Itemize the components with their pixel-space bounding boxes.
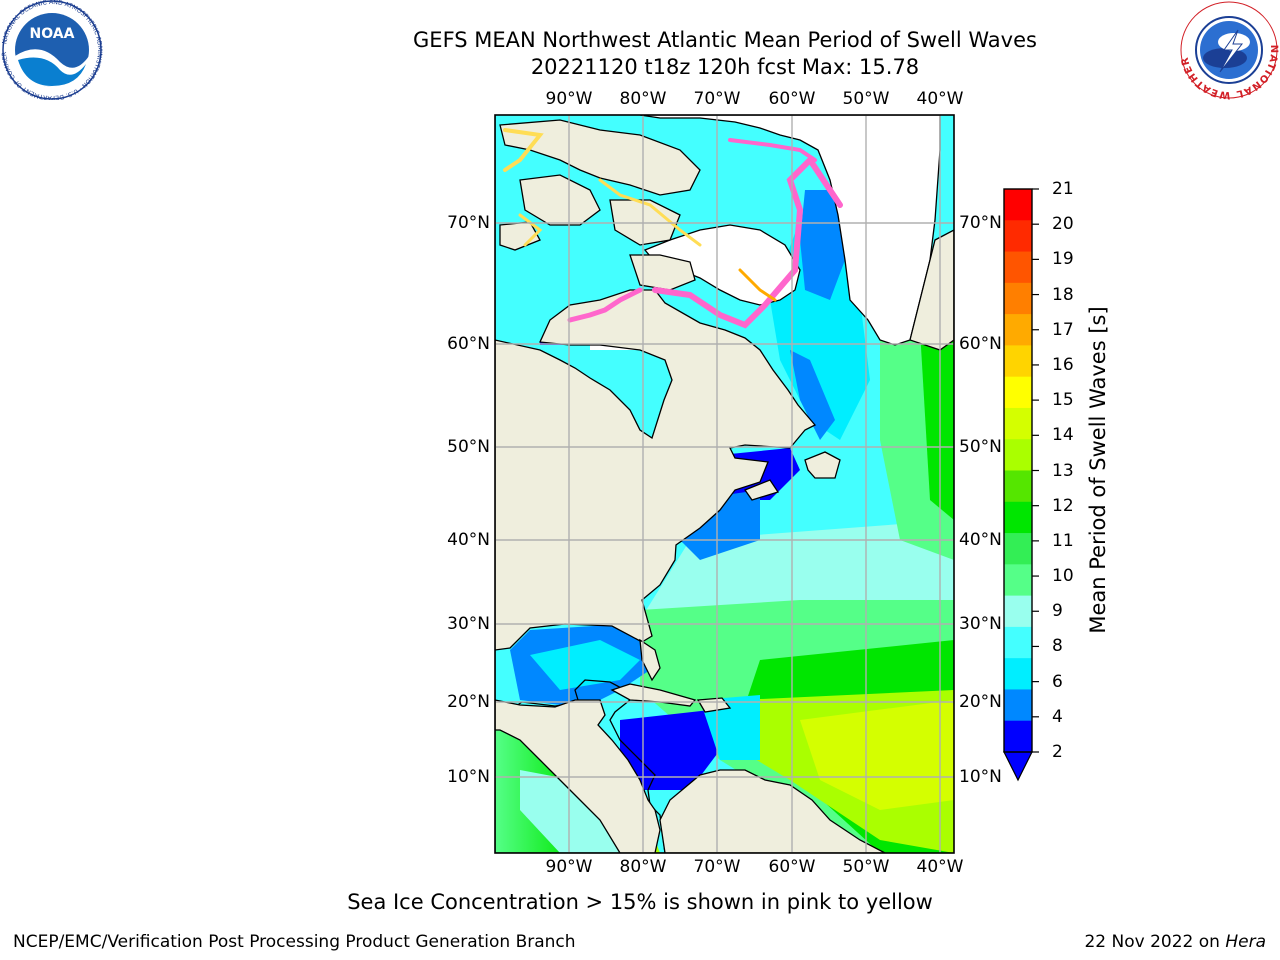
colorbar-tick-label: 21 [1052, 179, 1074, 199]
colorbar-bin [1004, 407, 1032, 440]
colorbar-tick-label: 16 [1052, 354, 1074, 375]
land [495, 115, 954, 853]
colorbar-tick-label: 12 [1052, 495, 1074, 516]
colorbar-tick-label: 18 [1052, 284, 1074, 305]
lat-label-right: 10°N [959, 767, 1002, 787]
colorbar-bin [1004, 564, 1032, 597]
lat-label-right: 20°N [959, 692, 1002, 712]
lat-label-left: 20°N [447, 692, 490, 712]
footer-date: 22 Nov 2022 on Hera [1084, 932, 1266, 952]
sea-ice-edges [503, 128, 843, 329]
lat-label-left: 10°N [447, 767, 490, 787]
colorbar-bin [1004, 626, 1032, 659]
swell-band-yellow [800, 700, 954, 810]
lon-label-bottom: 80°W [619, 857, 667, 877]
sea-ice-note: Sea Ice Concentration > 15% is shown in … [347, 890, 933, 914]
chart-title: GEFS MEAN Northwest Atlantic Mean Period… [413, 28, 1037, 52]
colorbar-tick-label: 8 [1052, 636, 1063, 657]
davis-strait-low [800, 190, 845, 300]
lon-label-bottom: 90°W [545, 857, 593, 877]
lat-label-right: 30°N [959, 614, 1002, 634]
colorbar-bin [1004, 720, 1032, 753]
lon-label-bottom: 60°W [768, 857, 816, 877]
colorbar-tick-label: 15 [1052, 390, 1074, 411]
colorbar-bin [1004, 282, 1032, 315]
lon-label-top: 80°W [619, 89, 667, 109]
colorbar-tick-label: 13 [1052, 460, 1074, 481]
colorbar-bin [1004, 501, 1032, 534]
colorbar-bin [1004, 439, 1032, 471]
lat-label-right: 40°N [959, 530, 1002, 550]
colorbar-bin [1004, 533, 1032, 565]
lon-label-bottom: 50°W [842, 857, 890, 877]
footer-branch: NCEP/EMC/Verification Post Processing Pr… [13, 932, 576, 952]
lat-label-right: 60°N [959, 334, 1002, 354]
nws-logo: NATIONAL WEATHER SERVICE [1178, 0, 1278, 100]
caribbean-east [700, 695, 760, 760]
colorbar-bin [1004, 470, 1032, 503]
graticule [495, 115, 954, 853]
lat-label-left: 30°N [447, 614, 490, 634]
lat-label-left: 50°N [447, 437, 490, 457]
svg-text:NOAA: NOAA [30, 26, 75, 42]
colorbar-tick-label: 10 [1052, 566, 1074, 587]
lat-label-left: 70°N [447, 213, 490, 233]
footer-date-text: 22 Nov 2022 on [1084, 932, 1220, 952]
colorbar-bin [1004, 345, 1032, 378]
colorbar-bin [1004, 376, 1032, 409]
colorbar-tick-label: 6 [1052, 671, 1063, 692]
colorbar-bin [1004, 658, 1032, 690]
chart-subtitle: 20221120 t18z 120h fcst Max: 15.78 [530, 55, 920, 79]
colorbar-tick-label: 20 [1052, 214, 1074, 235]
footer-host: Hera [1225, 932, 1266, 952]
lon-label-top: 70°W [693, 89, 741, 109]
caribbean-low [620, 710, 720, 790]
swell-band-east-bright [920, 300, 954, 520]
colorbar-bin [1004, 220, 1032, 253]
colorbar-tick-label: 17 [1052, 319, 1074, 340]
colorbar-tick-label: 9 [1052, 601, 1063, 622]
colorbar-bin [1004, 251, 1032, 284]
map-frame [494, 114, 955, 854]
lat-label-left: 60°N [447, 334, 490, 354]
colorbar-tick-label: 4 [1052, 706, 1063, 727]
lon-label-bottom: 40°W [916, 857, 964, 877]
colorbar-tick-label: 14 [1052, 425, 1074, 446]
colorbar-bin [1004, 689, 1032, 722]
labrador-coast-low [790, 350, 835, 440]
colorbar-bin [1004, 314, 1032, 346]
noaa-logo: NOAA NATIONAL OCEANIC AND ATMOSPHERIC AD… [0, 0, 103, 100]
colorbar-tick-label: 2 [1052, 742, 1063, 762]
colorbar-tick-label: 19 [1052, 249, 1074, 270]
lon-label-top: 40°W [916, 89, 964, 109]
colorbar-bin [1004, 189, 1032, 221]
lon-label-bottom: 70°W [693, 857, 741, 877]
lon-label-top: 90°W [545, 89, 593, 109]
lon-label-top: 60°W [768, 89, 816, 109]
lat-label-right: 50°N [959, 437, 1002, 457]
colorbar-bin [1004, 595, 1032, 628]
lat-label-right: 70°N [959, 213, 1002, 233]
colorbar-extend-arrow [1003, 751, 1033, 782]
colorbar-label: Mean Period of Swell Waves [s] [1086, 306, 1110, 634]
gulf-interior [530, 640, 640, 690]
lon-label-top: 50°W [842, 89, 890, 109]
colorbar-tick-label: 11 [1052, 530, 1074, 551]
lat-label-left: 40°N [447, 530, 490, 550]
